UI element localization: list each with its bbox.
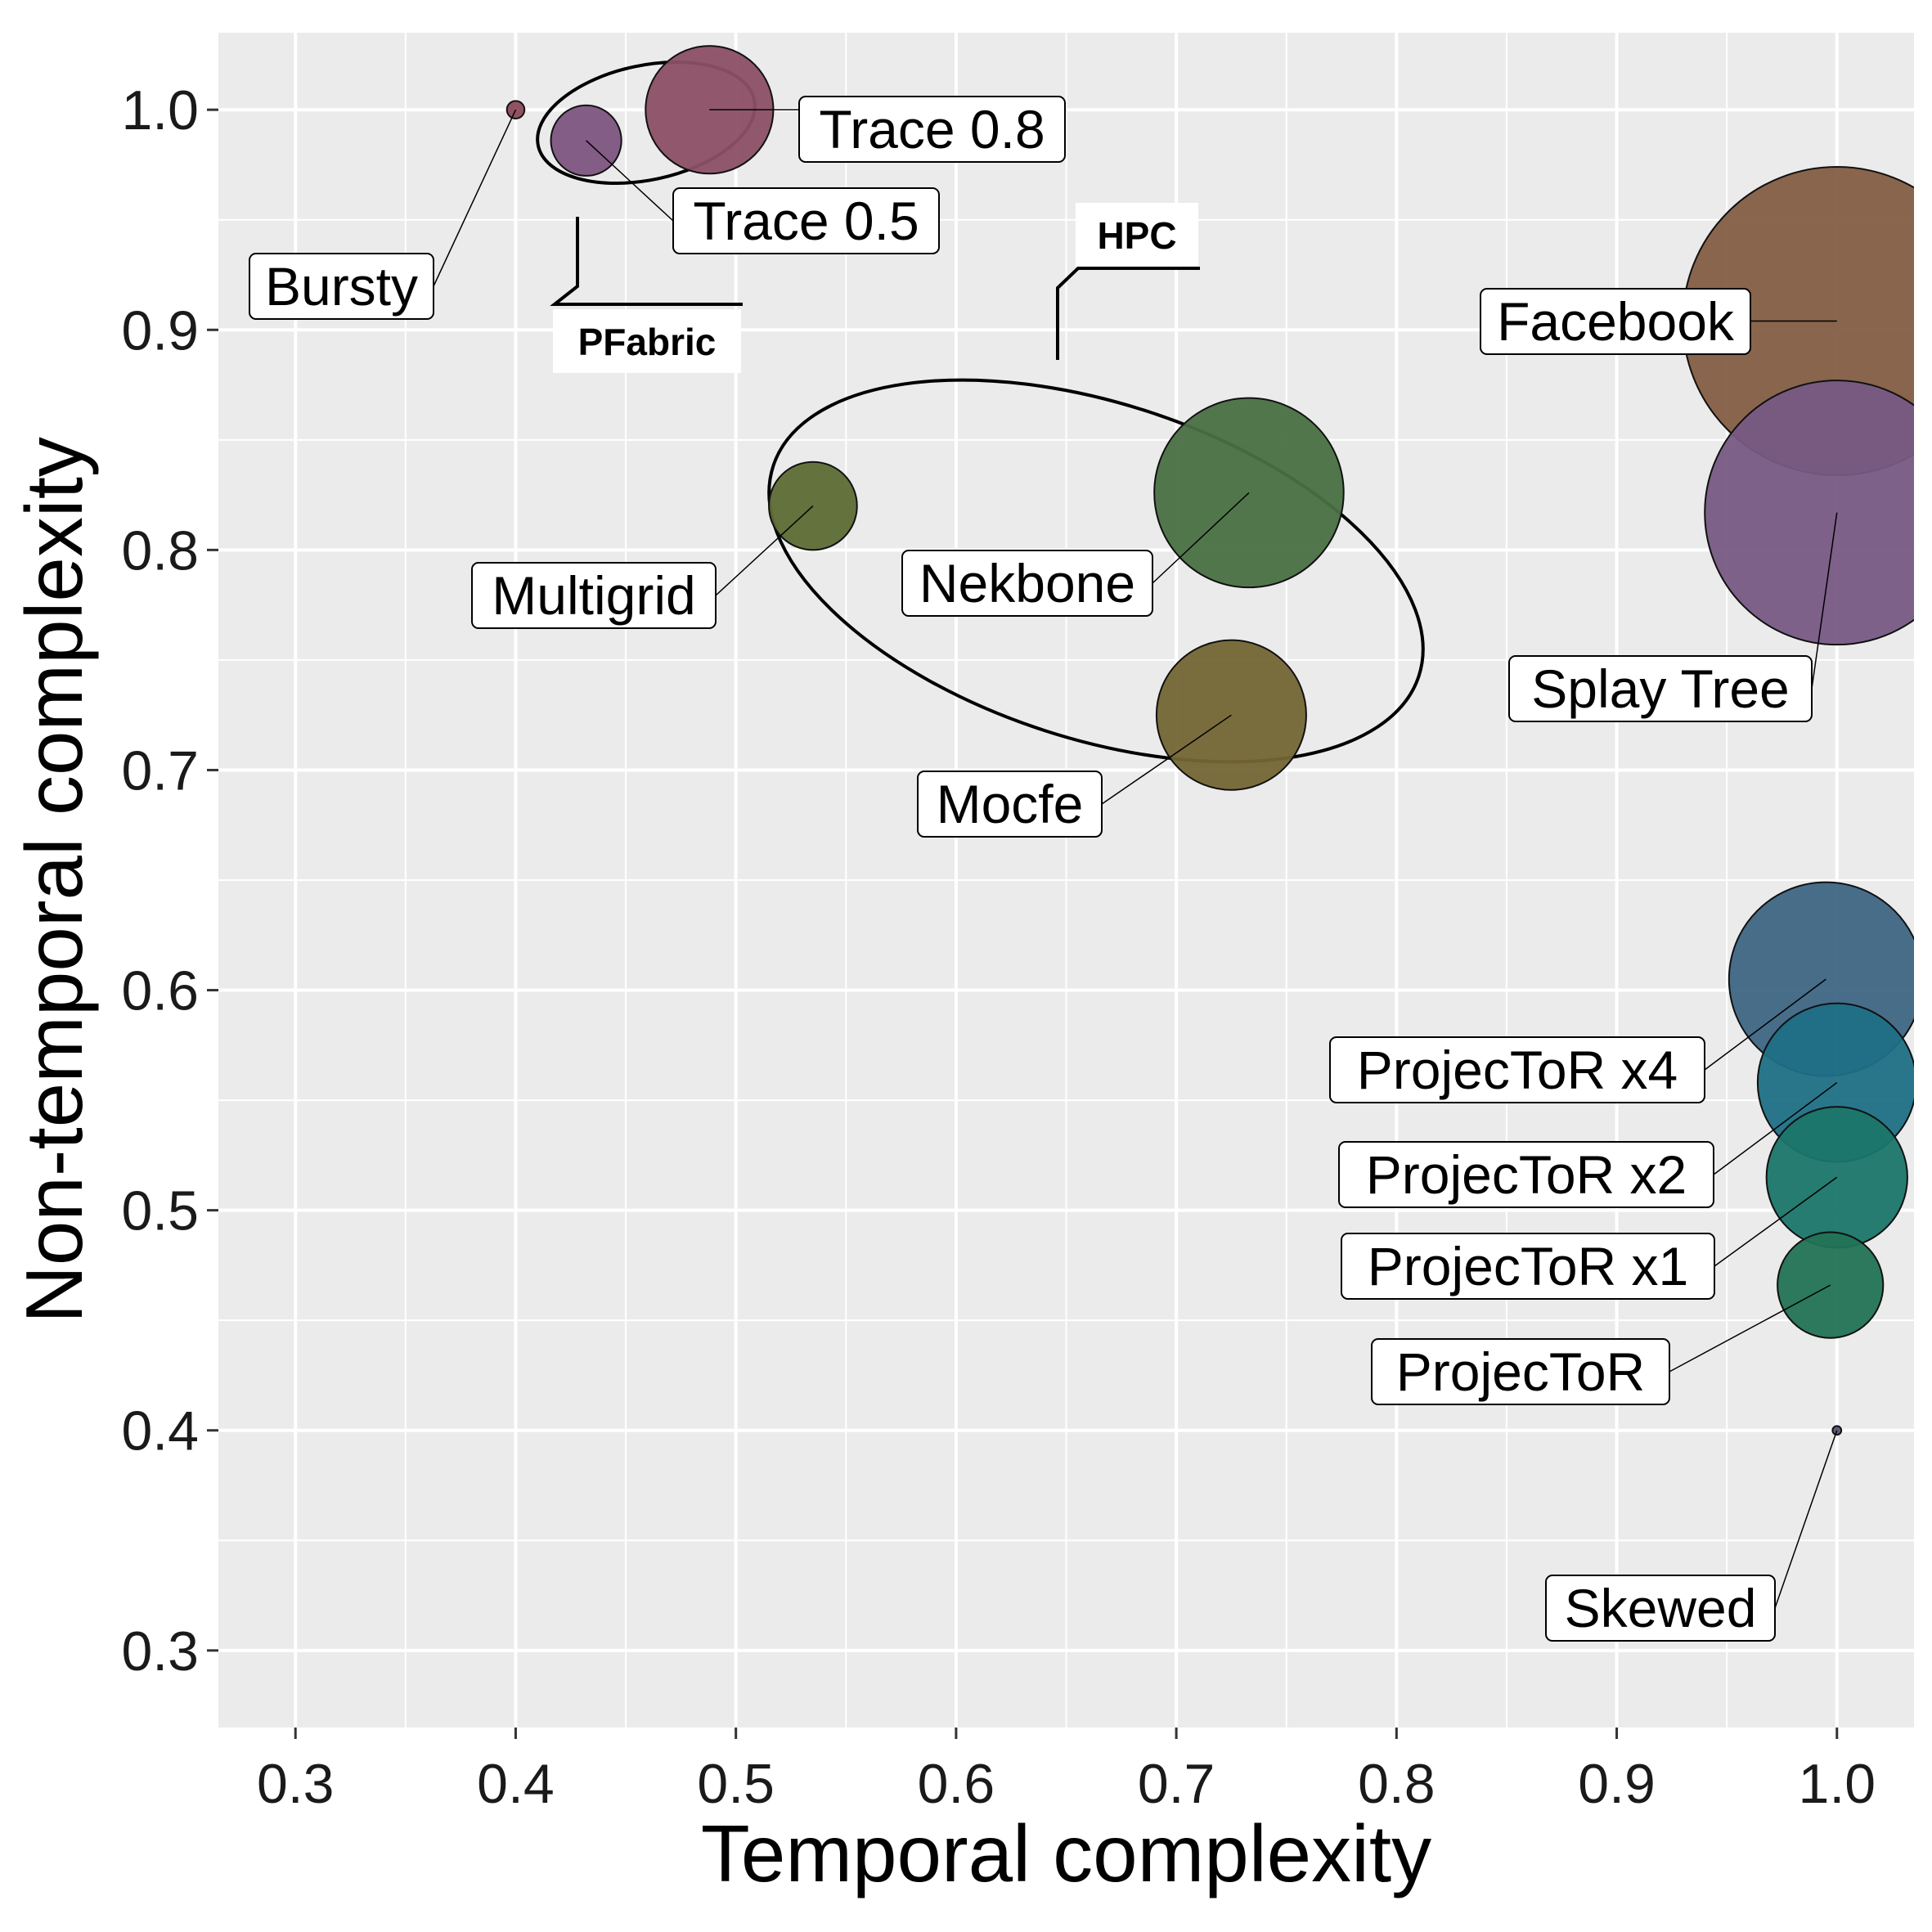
x-tick-label: 0.7 [1138,1753,1215,1815]
group-label-box [1076,203,1198,267]
label-trace-0-5: Trace 0.5 [672,187,940,254]
label-text: Facebook [1497,291,1735,352]
label-box [249,253,434,320]
label-box [1545,1575,1776,1642]
label-projector-x2: ProjecToR x2 [1338,1141,1714,1208]
x-tick-label: 0.3 [257,1753,335,1815]
point-labels: Bursty Trace 0.8 Trace 0.5 Multigrid Nekbone… [249,96,1813,1642]
label-box [1341,1233,1715,1300]
y-tick-label: 0.4 [121,1400,199,1462]
label-text: Trace 0.5 [693,191,919,251]
label-box [917,771,1103,838]
label-leader-lines [433,109,1838,1609]
x-tick-label: 0.5 [697,1753,775,1815]
label-text: ProjecToR x1 [1368,1236,1689,1296]
y-tick-label: 0.6 [121,960,199,1022]
label-box [1480,288,1751,355]
y-tick-label: 0.5 [121,1180,199,1242]
y-axis-title: Non-temporal complexity [9,437,99,1323]
label-text: Splay Tree [1531,658,1790,719]
bubble-mocfe [1155,639,1307,791]
x-tick-label: 0.9 [1578,1753,1656,1815]
bubble-splay-tree [1704,380,1914,646]
label-text: Nekbone [919,553,1135,613]
label-box [1338,1141,1714,1208]
label-text: Bursty [265,256,418,317]
leader-line [1152,492,1250,584]
x-tick-label: 0.4 [477,1753,555,1815]
group-ellipse-hpc [767,378,1425,764]
leader-line [586,140,674,222]
group-label-text: HPC [1097,214,1176,257]
group-label-text: PFabric [578,321,717,363]
label-box [471,562,717,629]
leader-line [1714,1176,1838,1267]
label-projector: ProjecToR [1371,1338,1670,1405]
label-text: ProjecToR [1396,1341,1645,1402]
leader-line [1101,714,1232,805]
label-multigrid: Multigrid [471,562,717,629]
group-label-pfabric: PFabric [550,217,743,373]
x-axis-title: Temporal complexity [701,1808,1431,1898]
y-tick-label: 0.8 [121,519,199,582]
group-label-box [553,309,741,373]
label-text: Mocfe [937,774,1084,834]
label-box [672,187,940,254]
bubble-projector [1777,1231,1885,1339]
group-label-hpc: HPC [1056,203,1200,360]
label-text: Trace 0.8 [819,99,1045,160]
y-axis-ticks: 0.3 0.4 0.5 0.6 0.7 0.8 0.9 1.0 [121,79,218,1683]
bubble-trace-0-5 [550,104,622,177]
group-bracket [550,217,743,306]
label-projector-x4: ProjecToR x4 [1329,1036,1705,1103]
label-text: ProjecToR x2 [1366,1144,1687,1205]
y-tick-label: 0.9 [121,299,199,362]
label-box [1371,1338,1670,1405]
y-tick-label: 1.0 [121,79,199,142]
x-axis-ticks: 0.3 0.4 0.5 0.6 0.7 0.8 0.9 1.0 [257,1728,1876,1815]
x-tick-label: 0.6 [918,1753,995,1815]
leader-line [433,109,517,287]
leader-line [1669,1284,1831,1373]
leader-line [715,505,814,596]
leader-line [1811,512,1838,690]
x-tick-label: 1.0 [1799,1753,1876,1815]
label-text: Skewed [1565,1578,1757,1638]
group-bracket [1056,267,1200,360]
leader-line [1774,1430,1838,1609]
label-bursty: Bursty [249,253,434,320]
label-trace-0-8: Trace 0.8 [798,96,1066,163]
bubble-nekbone [1153,397,1345,589]
label-nekbone: Nekbone [901,550,1153,617]
label-mocfe: Mocfe [917,771,1103,838]
label-box [1508,655,1813,722]
label-skewed: Skewed [1545,1575,1776,1642]
label-splay-tree: Splay Tree [1508,655,1813,722]
y-tick-label: 0.3 [121,1620,199,1683]
x-tick-label: 0.8 [1358,1753,1436,1815]
leader-line [1704,978,1826,1071]
label-box [798,96,1066,163]
label-facebook: Facebook [1480,288,1751,355]
leader-line [1713,1081,1838,1175]
label-box [1329,1036,1705,1103]
group-labels: PFabric HPC [550,203,1200,373]
y-tick-label: 0.7 [121,739,199,802]
label-projector-x1: ProjecToR x1 [1341,1233,1715,1300]
bubble-multigrid [768,461,858,551]
label-box [901,550,1153,617]
label-text: Multigrid [492,565,695,626]
label-text: ProjecToR x4 [1357,1040,1678,1100]
bubbles [505,45,1914,1436]
